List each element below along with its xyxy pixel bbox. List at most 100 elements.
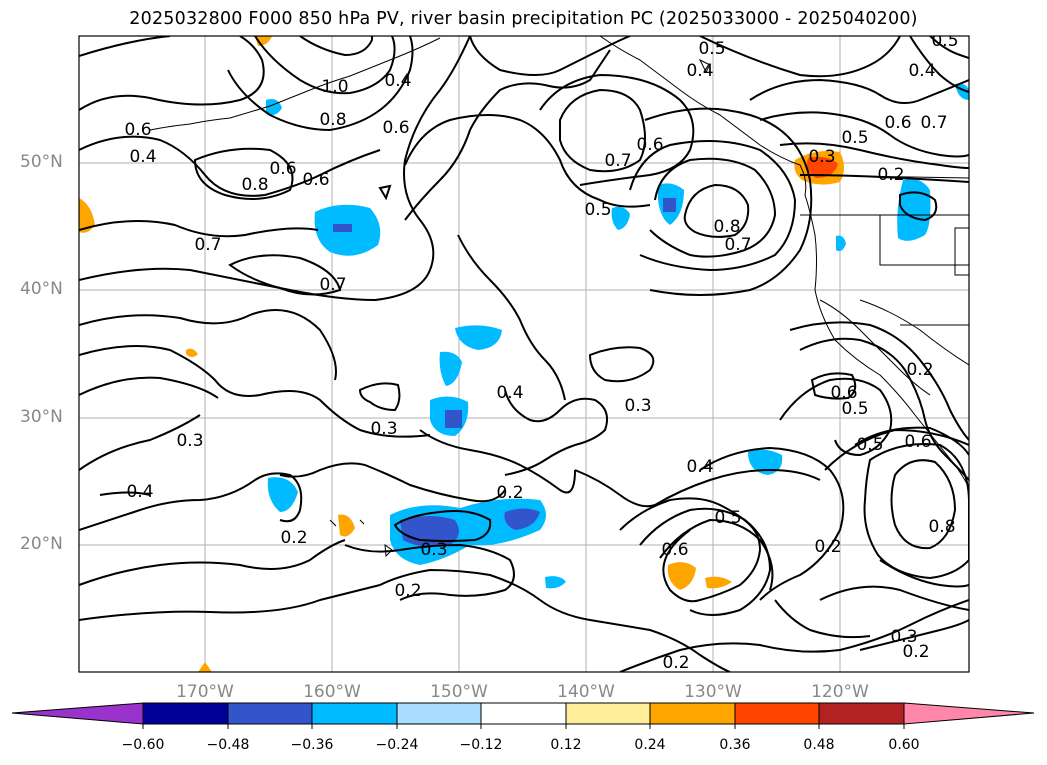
contour-label: 0.7	[604, 151, 631, 171]
map-title: 2025032800 F000 850 hPa PV, river basin …	[129, 9, 918, 29]
precip-pos-cell	[79, 198, 95, 233]
lon-label: 160°W	[303, 682, 361, 702]
precip-neg-cell	[836, 235, 846, 252]
precip-pos-cell	[807, 156, 838, 178]
contour-label: 0.6	[124, 120, 151, 140]
lat-label: 40°N	[20, 279, 63, 299]
precip-neg-cell	[748, 449, 783, 475]
precip-neg-cell	[267, 477, 298, 512]
contour-label: 0.2	[902, 642, 929, 662]
lat-label: 30°N	[20, 407, 63, 427]
precip-neg-cell	[455, 325, 502, 350]
precip-neg-cell	[545, 576, 566, 589]
precip-pos-cell	[198, 662, 212, 672]
contour-label: 0.2	[280, 528, 307, 548]
contour-label: 0.5	[698, 39, 725, 59]
contour-label: 0.7	[724, 235, 751, 255]
contour-label: 0.4	[129, 147, 156, 167]
contour-label: 0.4	[496, 383, 523, 403]
colorbar-tick-label: 0.36	[719, 737, 751, 753]
lat-label: 50°N	[20, 152, 63, 172]
lon-label: 120°W	[811, 682, 869, 702]
colorbar-swatch	[565, 702, 651, 725]
contour-label: 0.8	[319, 110, 346, 130]
contour-label: 0.4	[908, 61, 935, 81]
precip-neg-cell	[439, 351, 462, 386]
contour-label: 0.6	[636, 135, 663, 155]
contour-label: 0.6	[904, 432, 931, 452]
lon-label: 170°W	[176, 682, 234, 702]
contour-label: 0.2	[906, 360, 933, 380]
contour-label: 0.5	[584, 200, 611, 220]
coastlines	[149, 36, 969, 558]
precip-neg-cell	[445, 410, 462, 428]
contour-label: 1.0	[321, 77, 348, 97]
contour-label: 0.2	[394, 581, 421, 601]
colorbar-tick-label: 0.24	[634, 737, 666, 753]
precip-pos-cell	[705, 576, 732, 589]
lon-label: 140°W	[557, 682, 615, 702]
contour-label: 0.3	[420, 540, 447, 560]
lon-label: 130°W	[684, 682, 742, 702]
contour-label: 0.7	[319, 275, 346, 295]
contour-label: 0.8	[241, 175, 268, 195]
contour-label: 0.2	[814, 537, 841, 557]
colorbar-tick-label: 0.60	[888, 737, 920, 753]
precip-pos-cell	[186, 348, 198, 357]
contour-label: 0.3	[808, 147, 835, 167]
precip-pos-cell	[338, 514, 355, 537]
precip-neg-cell	[663, 198, 676, 212]
contour-label: 0.6	[884, 113, 911, 133]
colorbar-swatch	[396, 702, 482, 725]
colorbar-tick-label: 0.12	[550, 737, 582, 753]
contour-label-group: 0.5 0.4 0.5 0.4 1.0 0.4 0.8 0.6 0.6 0.4 …	[124, 31, 958, 673]
colorbar-tick-label: −0.60	[121, 737, 165, 753]
contour-label: 0.7	[194, 235, 221, 255]
precip-neg-cell	[333, 224, 352, 232]
colorbar-swatch	[311, 702, 398, 725]
colorbar-tick-label: −0.48	[206, 737, 250, 753]
contour-label: 0.6	[269, 159, 296, 179]
colorbar-tick-label: −0.12	[459, 737, 503, 753]
contour-label: 0.5	[931, 31, 958, 51]
precip-neg-cell	[611, 206, 630, 230]
contour-label: 0.3	[890, 627, 917, 647]
map-plot-area: 0.5 0.4 0.5 0.4 1.0 0.4 0.8 0.6 0.6 0.4 …	[79, 31, 969, 673]
contour-label: 0.8	[928, 517, 955, 537]
colorbar-tick-label: −0.36	[290, 737, 334, 753]
map-frame	[78, 35, 970, 673]
contour-label: 0.6	[302, 170, 329, 190]
colorbar-swatch	[142, 702, 229, 725]
lat-label: 20°N	[20, 534, 63, 554]
contour-label: 0.6	[661, 540, 688, 560]
colorbar-swatch	[818, 702, 905, 725]
contour-label: 0.3	[624, 396, 651, 416]
contour-label: 0.4	[126, 482, 153, 502]
contour-label: 0.6	[382, 118, 409, 138]
lon-label: 150°W	[430, 682, 488, 702]
colorbar-tick-label: −0.24	[375, 737, 419, 753]
colorbar-tick-label: 0.48	[803, 737, 835, 753]
contour-label: 0.5	[841, 128, 868, 148]
colorbar-swatch	[227, 702, 313, 725]
contour-label: 0.3	[176, 431, 203, 451]
contour-label: 0.8	[713, 217, 740, 237]
colorbar-swatch	[480, 702, 567, 725]
contour-label: 0.4	[384, 71, 411, 91]
colorbar	[11, 702, 1035, 729]
contour-label: 0.2	[662, 653, 689, 673]
colorbar-extend-low	[11, 702, 144, 725]
contour-label: 0.5	[841, 399, 868, 419]
colorbar-swatch	[649, 702, 736, 725]
colorbar-swatch	[734, 702, 820, 725]
colorbar-extend-high	[903, 702, 1035, 725]
contour-label: 0.4	[686, 457, 713, 477]
contour-label: 0.2	[496, 483, 523, 503]
contour-label: 0.4	[686, 61, 713, 81]
contour-label: 0.6	[830, 383, 857, 403]
contour-label: 0.5	[856, 435, 883, 455]
contour-label: 0.2	[877, 165, 904, 185]
contour-label: 0.3	[370, 419, 397, 439]
precip-pos-cell	[667, 562, 696, 590]
